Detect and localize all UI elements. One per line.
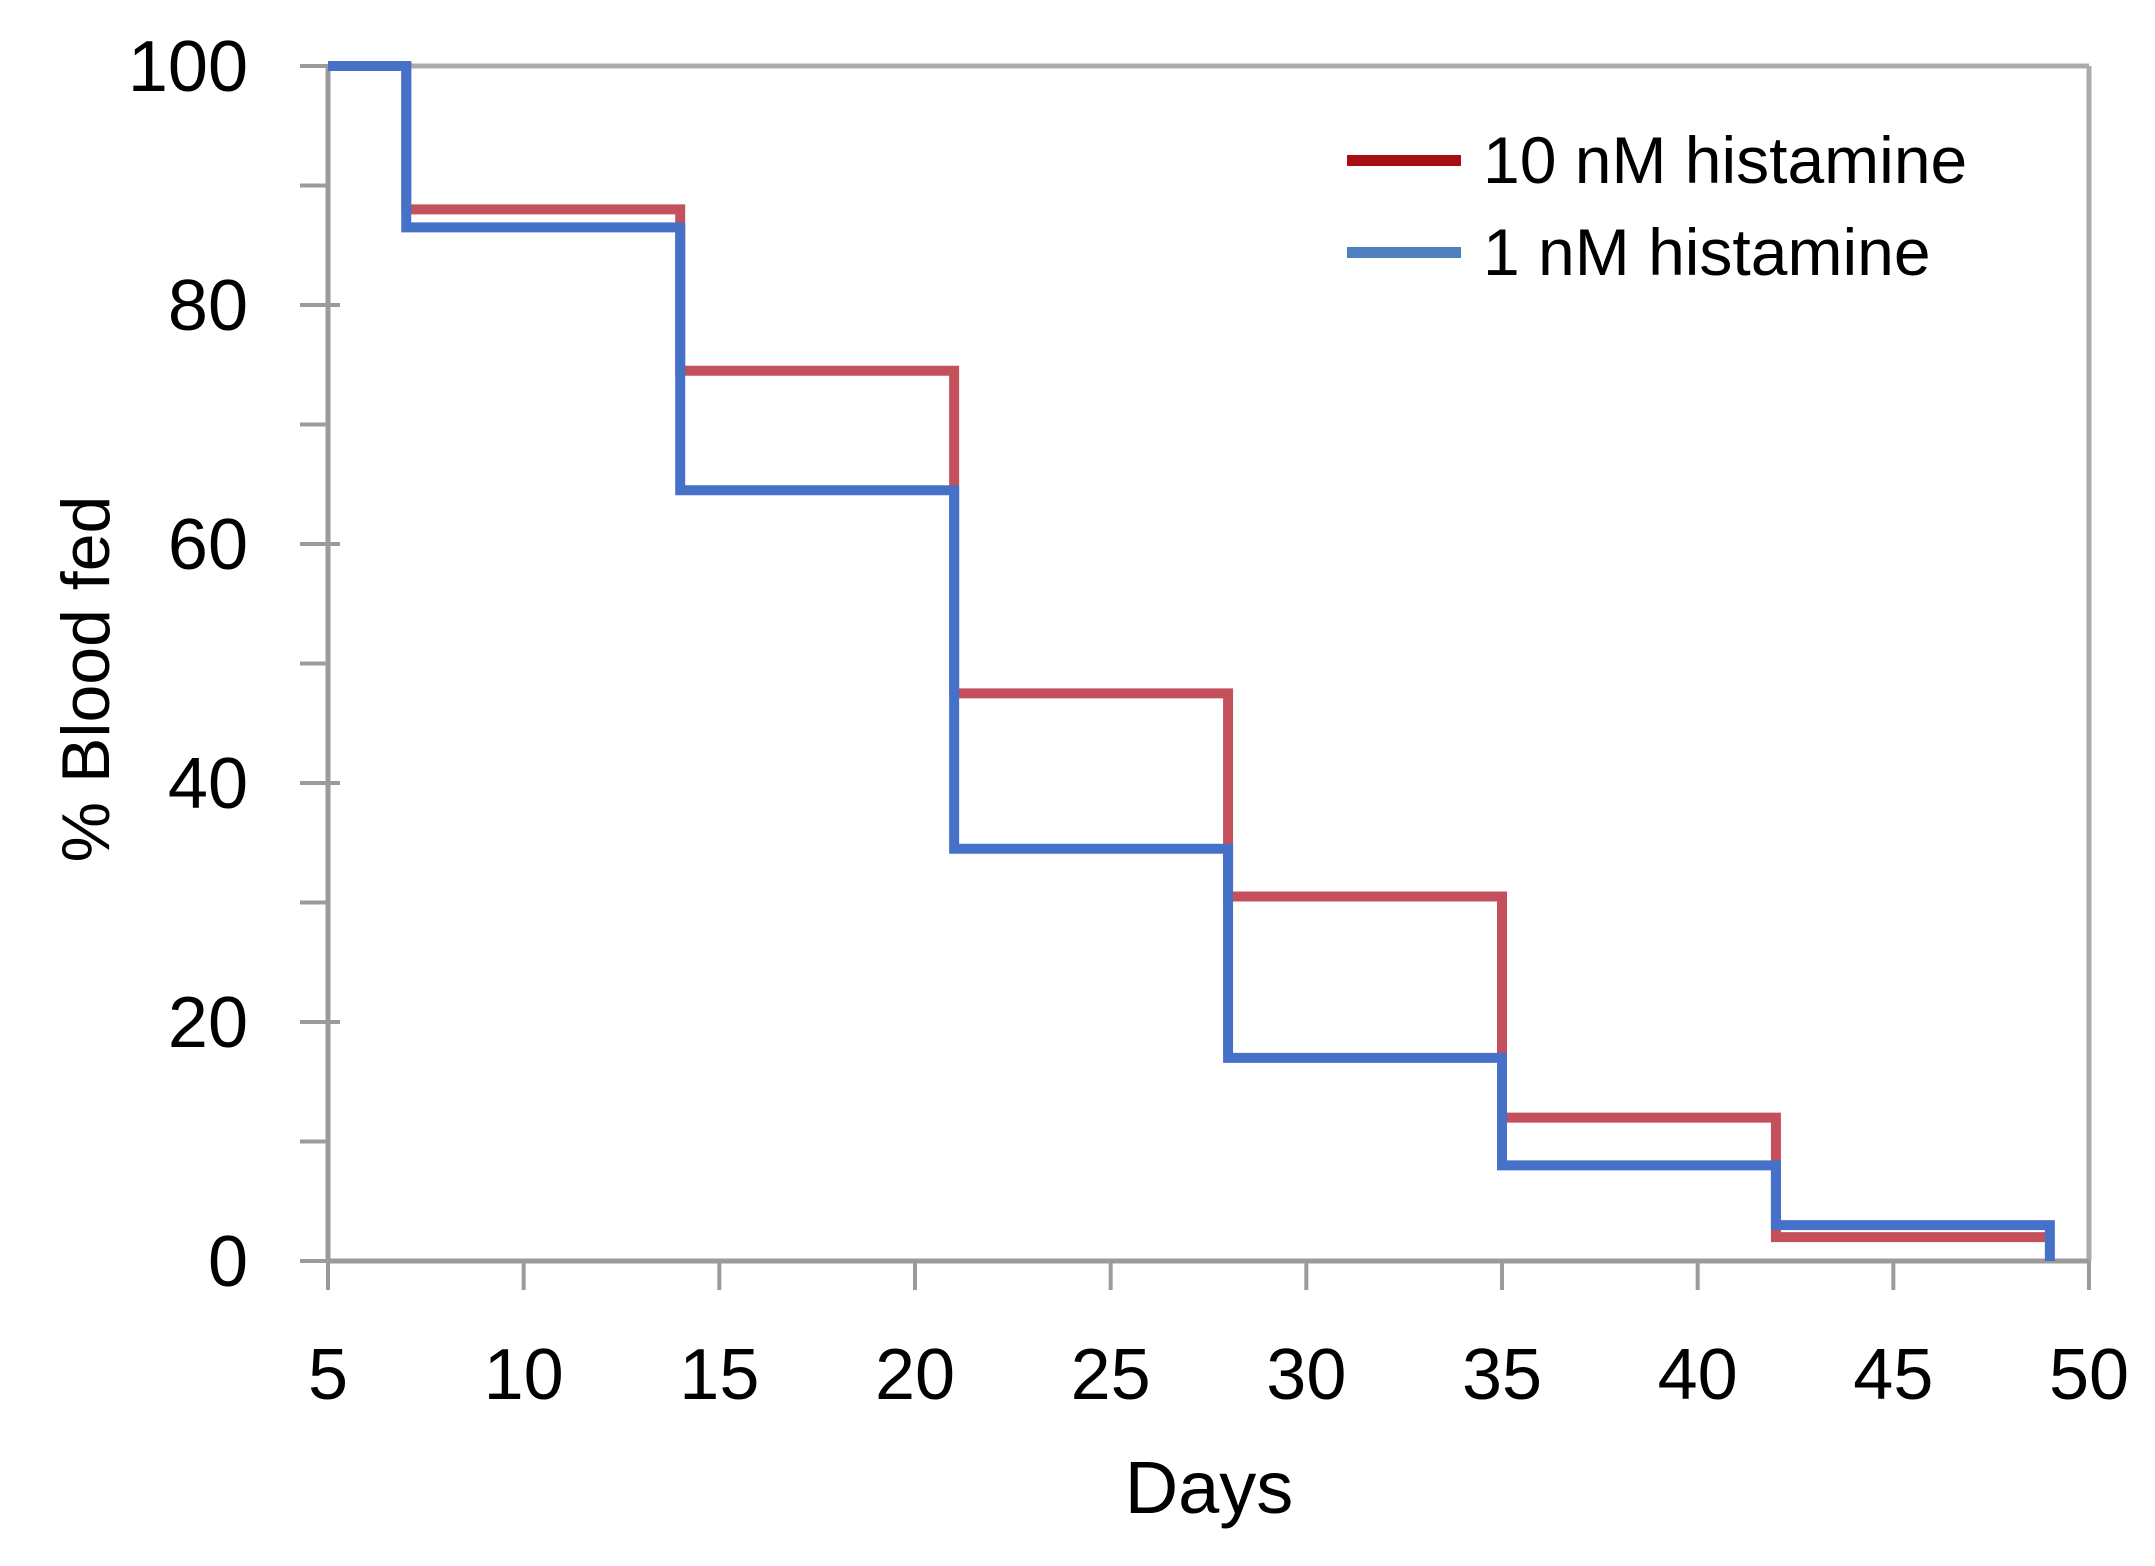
y-tick-label-40: 40 (168, 744, 248, 824)
x-tick-label-5: 5 (308, 1335, 348, 1415)
series-line-1nm-histamine (328, 61, 2055, 1261)
x-tick-label-30: 30 (1266, 1335, 1346, 1415)
legend-item-10nm-histamine: 10 nM histamine (1347, 114, 1967, 206)
legend-item-1nm-histamine: 1 nM histamine (1347, 206, 1967, 298)
legend: 10 nM histamine 1 nM histamine (1347, 114, 1967, 298)
y-tick-label-0: 0 (208, 1222, 248, 1302)
y-tick-label-20: 20 (168, 983, 248, 1063)
x-tick-label-25: 25 (1071, 1335, 1151, 1415)
legend-line-swatch-1nm (1347, 246, 1461, 258)
legend-label-1nm: 1 nM histamine (1483, 215, 1931, 289)
y-tick-label-60: 60 (168, 505, 248, 585)
x-tick-label-50: 50 (2049, 1335, 2129, 1415)
series-line-10nm-histamine (328, 61, 2050, 1243)
x-tick-label-10: 10 (484, 1335, 564, 1415)
legend-line-swatch-10nm (1347, 154, 1461, 166)
x-tick-label-20: 20 (875, 1335, 955, 1415)
y-axis-title: % Blood fed (48, 495, 124, 863)
x-tick-label-15: 15 (679, 1335, 759, 1415)
x-tick-label-35: 35 (1462, 1335, 1542, 1415)
legend-label-10nm: 10 nM histamine (1483, 123, 1968, 197)
y-tick-label-100: 100 (128, 27, 248, 107)
x-tick-label-45: 45 (1853, 1335, 1933, 1415)
x-tick-label-40: 40 (1658, 1335, 1738, 1415)
x-axis-title: Days (1124, 1446, 1294, 1529)
y-tick-label-80: 80 (168, 266, 248, 346)
